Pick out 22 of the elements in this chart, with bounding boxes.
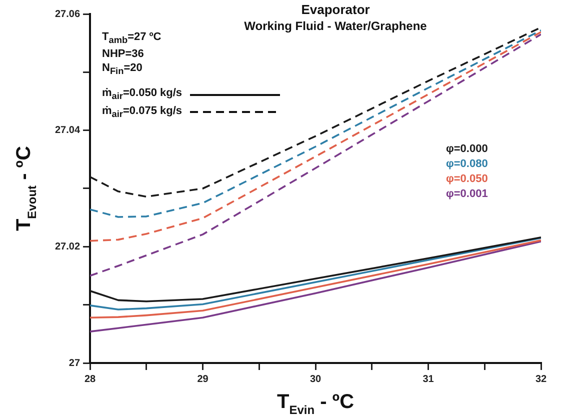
y-tick-label: 27.06 [54, 8, 80, 20]
chart-subtitle: Working Fluid - Water/Graphene [244, 19, 428, 33]
text: φ=0.080 [446, 157, 488, 172]
chart-title: Evaporator [301, 2, 370, 17]
y-tick-label: 27.02 [54, 241, 80, 252]
text: φ=0.000 [446, 142, 488, 157]
y-axis-title: TEvout - ºC [13, 146, 39, 232]
x-tick-label: 28 [84, 374, 96, 385]
text: φ=0.001 [446, 187, 488, 202]
x-tick-label: 32 [535, 374, 547, 385]
annotation: ṁ$_{air}$=0.050 kg/s [102, 86, 182, 104]
line-series [90, 33, 541, 277]
annotation: NHP=36 [102, 47, 144, 62]
annotation: ṁ$_{air}$=0.075 kg/s [102, 104, 182, 121]
x-tick-label: 29 [197, 374, 209, 385]
x-tick-label: 30 [310, 374, 322, 385]
x-tick-label: 31 [422, 374, 434, 385]
annotation: N$_{Fin}$=20 [102, 61, 142, 78]
annotation: T$_{amb}$=27 ºC [102, 30, 162, 48]
y-tick-label: 27.04 [54, 125, 80, 136]
text: φ=0.050 [446, 172, 488, 187]
y-tick-label: 27 [68, 358, 80, 369]
